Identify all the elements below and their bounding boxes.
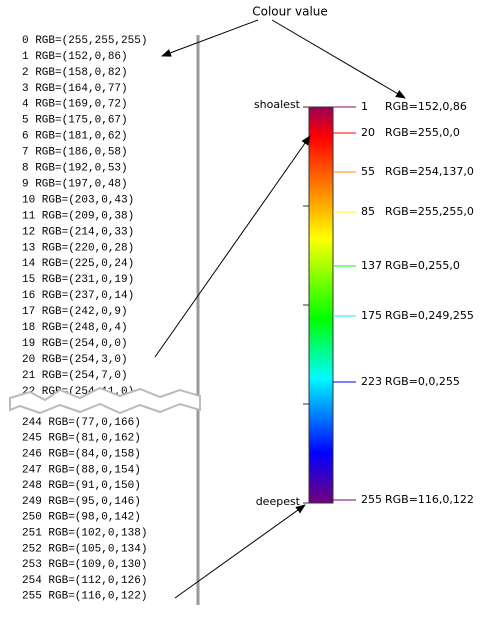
list-entry: 19 RGB=(254,0,0) xyxy=(22,338,128,350)
bar-ticks xyxy=(303,106,309,504)
list-entry: 8 RGB=(192,0,53) xyxy=(22,163,128,175)
list-entry: 21 RGB=(254,7,0) xyxy=(22,370,128,382)
list-entry: 246 RGB=(84,0,158) xyxy=(22,449,141,461)
stop-rgb: RGB=0,249,255 xyxy=(385,309,474,322)
colour-bar xyxy=(308,106,334,504)
stop-rgb: RGB=254,137,0 xyxy=(385,165,474,178)
torn-edge xyxy=(9,386,201,415)
stop-index: 137 xyxy=(361,259,382,272)
list-entry: 250 RGB=(98,0,142) xyxy=(22,512,141,524)
list-entry: 6 RGB=(181,0,62) xyxy=(22,131,128,143)
list-entry: 13 RGB=(220,0,28) xyxy=(22,242,134,254)
list-entry: 251 RGB=(102,0,138) xyxy=(22,528,147,540)
stop-rgb: RGB=255,255,0 xyxy=(385,205,474,218)
stop-index: 223 xyxy=(361,375,382,388)
list-entry: 15 RGB=(231,0,19) xyxy=(22,274,134,286)
list-entry: 9 RGB=(197,0,48) xyxy=(22,178,128,190)
list-entry: 11 RGB=(209,0,38) xyxy=(22,210,134,222)
stop-index: 255 xyxy=(361,493,382,506)
stop-index: 175 xyxy=(361,309,382,322)
list-entry: 20 RGB=(254,3,0) xyxy=(22,354,128,366)
list-entry: 247 RGB=(88,0,154) xyxy=(22,464,141,476)
list-entry: 248 RGB=(91,0,150) xyxy=(22,480,141,492)
annotation: Colour value xyxy=(252,5,328,19)
value-list: 0 RGB=(255,255,255) 1 RGB=(152,0,86) 2 RGB… xyxy=(22,35,147,603)
list-entry: 1 RGB=(152,0,86) xyxy=(22,51,128,63)
list-entry: 0 RGB=(255,255,255) xyxy=(22,35,147,47)
list-entry: 2 RGB=(158,0,82) xyxy=(22,67,128,79)
stop-rgb: RGB=0,0,255 xyxy=(385,375,460,388)
list-entry: 4 RGB=(169,0,72) xyxy=(22,99,128,111)
top-label: shoalest xyxy=(254,98,301,111)
stop-index: 55 xyxy=(361,165,375,178)
list-entry: 7 RGB=(186,0,58) xyxy=(22,147,128,159)
list-entry: 12 RGB=(214,0,33) xyxy=(22,226,134,238)
list-entry: 253 RGB=(109,0,130) xyxy=(22,559,147,571)
stop-index: 85 xyxy=(361,205,375,218)
list-entry: 10 RGB=(203,0,43) xyxy=(22,194,134,206)
stop-rgb: RGB=255,0,0 xyxy=(385,126,460,139)
bottom-label: deepest xyxy=(256,495,301,508)
stop-rgb: RGB=0,255,0 xyxy=(385,259,460,272)
list-entry: 3 RGB=(164,0,77) xyxy=(22,83,128,95)
list-entry: 254 RGB=(112,0,126) xyxy=(22,575,147,587)
stop-rgb: RGB=152,0,86 xyxy=(385,100,467,113)
list-entry: 17 RGB=(242,0,9) xyxy=(22,306,128,318)
stop-index: 20 xyxy=(361,126,375,139)
list-entry: 14 RGB=(225,0,24) xyxy=(22,258,134,270)
list-entry: 255 RGB=(116,0,122) xyxy=(22,591,147,603)
list-entry: 18 RGB=(248,0,4) xyxy=(22,322,128,334)
arrows xyxy=(154,19,406,599)
list-entry: 245 RGB=(81,0,162) xyxy=(22,433,141,445)
list-entry: 244 RGB=(77,0,166) xyxy=(22,417,141,429)
list-entry: 5 RGB=(175,0,67) xyxy=(22,115,128,127)
bar-stops: 1 RGB=152,0,86 20 RGB=255,0,0 55 RGB=254,137,… xyxy=(333,100,474,506)
stop-index: 1 xyxy=(361,100,368,113)
stop-rgb: RGB=116,0,122 xyxy=(385,493,474,506)
list-entry: 252 RGB=(105,0,134) xyxy=(22,543,147,555)
list-entry: 249 RGB=(95,0,146) xyxy=(22,496,141,508)
list-entry: 16 RGB=(237,0,14) xyxy=(22,290,134,302)
